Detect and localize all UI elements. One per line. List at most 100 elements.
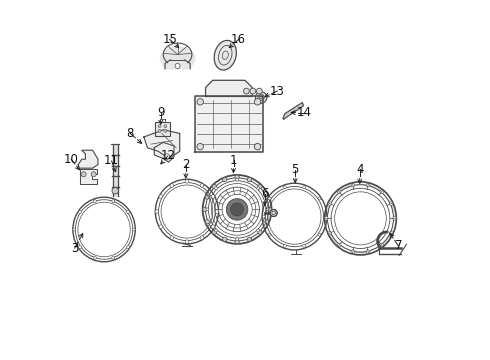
Circle shape	[380, 190, 384, 194]
Circle shape	[318, 197, 321, 200]
Circle shape	[258, 230, 262, 234]
Circle shape	[81, 172, 86, 177]
Circle shape	[164, 125, 167, 128]
Circle shape	[205, 220, 209, 224]
Polygon shape	[144, 130, 180, 158]
Text: 12: 12	[160, 149, 175, 162]
Polygon shape	[195, 96, 263, 152]
Polygon shape	[160, 48, 195, 69]
Circle shape	[338, 243, 341, 247]
Circle shape	[212, 184, 217, 189]
Circle shape	[170, 184, 173, 187]
Circle shape	[215, 210, 219, 213]
Circle shape	[235, 239, 239, 244]
Text: 15: 15	[162, 33, 177, 46]
Circle shape	[366, 250, 370, 253]
Text: 2: 2	[182, 158, 190, 171]
Circle shape	[284, 244, 286, 247]
Circle shape	[390, 231, 393, 235]
Polygon shape	[78, 150, 98, 168]
Circle shape	[127, 211, 129, 213]
Polygon shape	[80, 169, 97, 184]
Text: 11: 11	[104, 154, 119, 167]
Circle shape	[265, 220, 269, 224]
Circle shape	[112, 256, 115, 259]
Circle shape	[211, 225, 215, 228]
Text: 5: 5	[292, 163, 299, 176]
Circle shape	[254, 143, 261, 150]
Text: 14: 14	[296, 106, 312, 119]
Circle shape	[270, 210, 277, 217]
Text: 16: 16	[231, 33, 246, 46]
Circle shape	[215, 187, 218, 190]
Circle shape	[206, 208, 209, 211]
Circle shape	[380, 243, 384, 247]
Circle shape	[78, 211, 81, 213]
Text: 7: 7	[395, 239, 402, 252]
Bar	[155, 122, 170, 136]
Circle shape	[328, 231, 332, 235]
Polygon shape	[154, 142, 174, 162]
Circle shape	[170, 236, 173, 239]
Circle shape	[351, 250, 355, 253]
Circle shape	[155, 210, 159, 213]
Ellipse shape	[214, 40, 236, 70]
Ellipse shape	[226, 199, 248, 220]
Text: 1: 1	[230, 154, 237, 167]
Circle shape	[73, 228, 76, 231]
Circle shape	[159, 225, 163, 228]
Circle shape	[268, 197, 271, 200]
Circle shape	[351, 183, 355, 187]
Circle shape	[328, 202, 332, 206]
Circle shape	[200, 184, 204, 187]
Circle shape	[338, 190, 341, 194]
Circle shape	[266, 208, 269, 211]
Text: 6: 6	[261, 187, 269, 200]
Circle shape	[366, 183, 370, 187]
Circle shape	[258, 184, 262, 189]
Circle shape	[303, 186, 305, 189]
Circle shape	[200, 236, 204, 239]
Circle shape	[390, 202, 393, 206]
Circle shape	[185, 240, 189, 243]
Text: 8: 8	[126, 127, 134, 140]
Circle shape	[159, 195, 163, 198]
Circle shape	[324, 217, 328, 220]
Circle shape	[250, 88, 256, 94]
Polygon shape	[283, 103, 303, 119]
Circle shape	[132, 228, 135, 231]
Text: 4: 4	[356, 163, 364, 176]
Circle shape	[175, 63, 180, 68]
Circle shape	[235, 175, 239, 179]
Circle shape	[158, 130, 161, 132]
Circle shape	[393, 217, 396, 220]
Text: 3: 3	[71, 242, 78, 255]
Circle shape	[164, 154, 170, 159]
Text: 9: 9	[157, 106, 165, 119]
Circle shape	[247, 177, 251, 182]
Circle shape	[211, 195, 215, 198]
Circle shape	[203, 207, 207, 212]
Text: 10: 10	[64, 153, 78, 166]
Circle shape	[205, 195, 209, 199]
Ellipse shape	[231, 203, 244, 216]
Circle shape	[256, 88, 262, 94]
Circle shape	[303, 244, 305, 247]
Circle shape	[262, 215, 265, 218]
Circle shape	[267, 207, 271, 212]
Circle shape	[265, 195, 269, 199]
Circle shape	[112, 188, 119, 194]
Circle shape	[236, 178, 239, 181]
Circle shape	[91, 172, 96, 177]
Circle shape	[254, 99, 261, 105]
Circle shape	[164, 130, 167, 132]
Circle shape	[185, 180, 189, 183]
Circle shape	[247, 237, 251, 241]
Circle shape	[268, 233, 271, 236]
Circle shape	[260, 96, 263, 99]
Polygon shape	[205, 80, 252, 96]
Circle shape	[318, 233, 321, 236]
Circle shape	[222, 237, 227, 241]
Circle shape	[284, 186, 286, 189]
Circle shape	[197, 143, 203, 150]
